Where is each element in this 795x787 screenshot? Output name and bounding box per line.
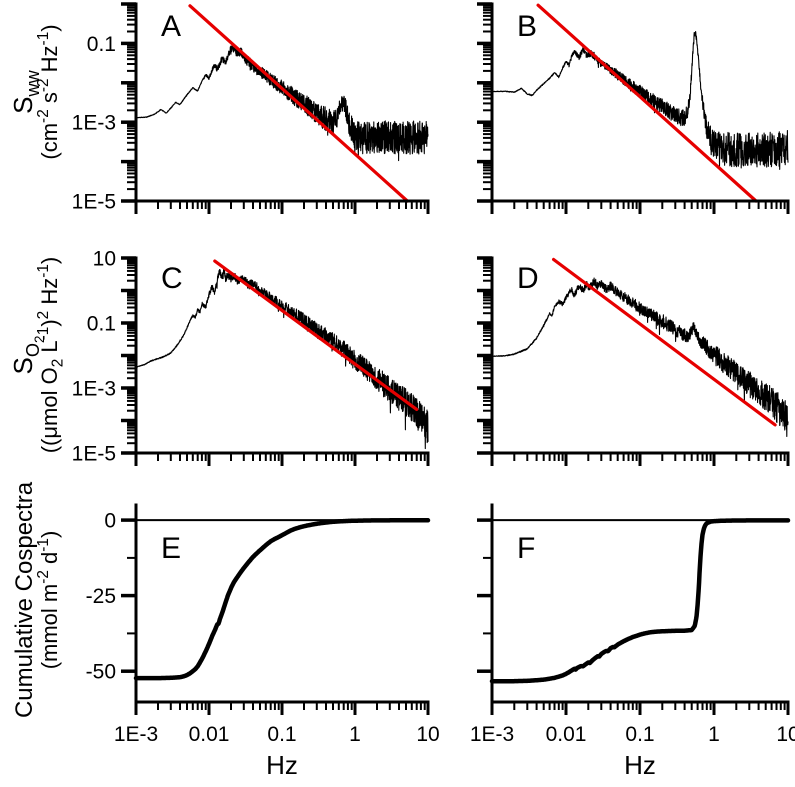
panel-label-A: A: [161, 10, 181, 43]
cumulative-curve-E: [133, 518, 431, 681]
axis-frame-r1c0: [121, 256, 430, 466]
panel-F: F: [489, 518, 791, 684]
panel-E: E: [133, 518, 431, 681]
panel-A: A: [135, 4, 429, 203]
y-tick-label: 0.1: [87, 33, 116, 56]
x-axis-title: Hz: [266, 750, 298, 780]
y-tick-label: -50: [86, 661, 116, 684]
x-tick-label: 1E-3: [470, 723, 514, 746]
y-tick-label: 0: [104, 510, 116, 533]
y-tick-label: 1E-5: [72, 442, 116, 465]
cumulative-curve-F: [489, 518, 791, 684]
axis-frame-r2c1: [477, 503, 790, 715]
slope-line-D: [551, 257, 777, 427]
panel-D: D: [491, 257, 789, 438]
spectrum-curve-A: [135, 43, 429, 162]
y-tick-label: 1E-5: [72, 190, 116, 213]
axes: [121, 2, 790, 715]
y-axis-title-row2-line1: Cumulative Cospectra: [11, 481, 38, 718]
y-axis-titles: Sww(cm-2 s-2 Hz-1) SO2((μmol O2 L-1)2 Hz-…: [8, 24, 67, 718]
panel-label-D: D: [517, 262, 539, 295]
x-tick-label: 0.1: [625, 723, 654, 746]
spectrum-curve-D: [491, 277, 789, 438]
x-tick-label: 0.01: [546, 723, 587, 746]
spectrum-curve-C: [135, 266, 429, 450]
x-tick-label: 1: [349, 723, 361, 746]
y-axis-title-row1-line1: SO2: [8, 335, 47, 374]
y-axis-title-row0-line2: (cm-2 s-2 Hz-1): [35, 24, 62, 159]
panel-label-F: F: [517, 532, 535, 565]
y-tick-label: 0.1: [87, 312, 116, 335]
panel-C: C: [135, 259, 429, 450]
y-axis-title-row1-line2: ((μmol O2 L-1)2 Hz-1): [35, 257, 67, 454]
y-tick-label: 10: [93, 247, 116, 270]
axis-frame-r0c1: [477, 2, 790, 214]
x-tick-label: 10: [776, 723, 795, 746]
y-axis-title-row0-line1: Sww: [8, 69, 43, 113]
y-tick-label: 1E-3: [72, 112, 116, 135]
y-tick-label: 1E-3: [72, 377, 116, 400]
axis-frame-r1c1: [477, 256, 790, 466]
y-tick-label: -25: [86, 585, 116, 608]
panel-label-B: B: [517, 10, 537, 43]
slope-line-C: [213, 259, 419, 411]
x-axis-title: Hz: [624, 750, 656, 780]
slope-line-B: [536, 3, 758, 203]
panel-B: B: [491, 3, 789, 203]
x-tick-label: 0.1: [267, 723, 296, 746]
y-axis-title-row2-line2: (mmol m-2 d-1): [35, 531, 62, 670]
tick-labels: 0.1 1E-3 1E-5 10 0.1 1E-3 1E-5 0 -25 -50 1E-3 0.01 0…: [72, 33, 795, 780]
slope-line-A: [188, 4, 409, 203]
panel-label-C: C: [161, 262, 183, 295]
x-tick-label: 1: [708, 723, 720, 746]
x-tick-label: 0.01: [189, 723, 230, 746]
x-tick-label: 10: [416, 723, 439, 746]
panel-label-E: E: [161, 532, 181, 565]
axis-frame-r0c0: [121, 2, 430, 214]
axis-frame-r2c0: [121, 503, 430, 715]
spectrum-curve-B: [491, 30, 789, 170]
x-tick-label: 1E-3: [114, 723, 158, 746]
